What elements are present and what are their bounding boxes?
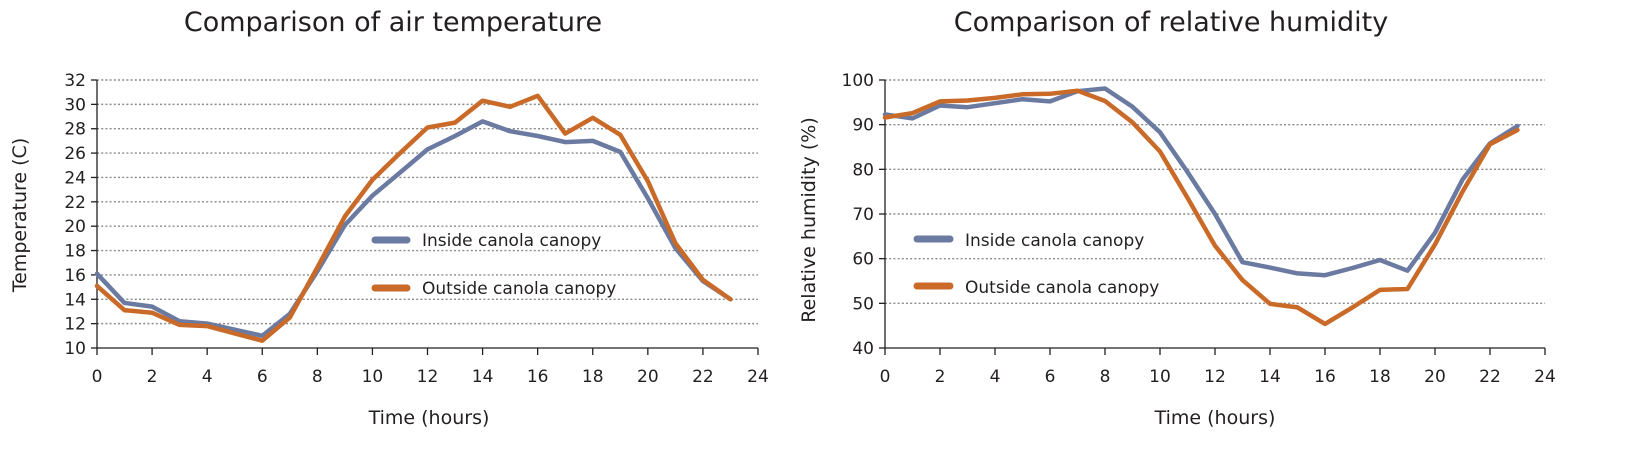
y-tick-label: 100 — [842, 71, 874, 91]
series-line-outside — [94, 93, 733, 343]
x-axis-label: Time (hours) — [1154, 407, 1276, 429]
temperature-chart: Comparison of air temperature 10 12 14 16 18… — [9, 7, 769, 429]
legend-label-inside: Inside canola canopy — [422, 231, 601, 251]
y-axis-label: Temperature (C) — [9, 138, 31, 294]
x-tick-label: 16 — [527, 367, 549, 387]
x-tick-label: 2 — [147, 367, 158, 387]
y-tick-label: 22 — [64, 193, 86, 213]
y-tick-label: 70 — [852, 205, 874, 225]
x-tick-label: 16 — [1314, 367, 1336, 387]
y-tick-label: 50 — [852, 294, 874, 314]
x-tick-label: 8 — [312, 367, 323, 387]
x-tick-label: 6 — [1045, 367, 1056, 387]
series-line-inside — [882, 86, 1520, 278]
chart-title: Comparison of relative humidity — [954, 7, 1389, 38]
y-tick-label: 10 — [64, 339, 86, 359]
x-tick-label: 10 — [362, 367, 384, 387]
x-tick-label: 4 — [990, 367, 1001, 387]
y-axis-label: Relative humidity (%) — [798, 117, 820, 322]
series-line-outside — [882, 88, 1520, 327]
y-tick-label: 20 — [64, 217, 86, 237]
legend: Inside canola canopy Outside canola cano… — [913, 231, 1159, 298]
x-tick-label: 0 — [92, 367, 103, 387]
y-tick-label: 30 — [64, 95, 86, 115]
legend-label-outside: Outside canola canopy — [422, 279, 616, 299]
x-tick-labels: 0 2 4 6 8 10 12 14 16 18 20 22 24 — [880, 348, 1556, 387]
series-lines — [882, 86, 1520, 327]
x-tick-label: 6 — [257, 367, 268, 387]
series-lines — [94, 93, 733, 343]
x-tick-label: 18 — [1369, 367, 1391, 387]
y-tick-label: 28 — [64, 120, 86, 140]
x-tick-label: 24 — [1534, 367, 1556, 387]
x-tick-label: 10 — [1149, 367, 1171, 387]
y-tick-labels: 40 50 60 70 80 90 100 — [842, 71, 885, 359]
x-tick-label: 18 — [582, 367, 604, 387]
y-tick-label: 60 — [852, 250, 874, 270]
x-tick-label: 12 — [1204, 367, 1226, 387]
y-tick-label: 24 — [64, 168, 86, 188]
series-line-inside — [94, 119, 733, 339]
x-tick-label: 8 — [1100, 367, 1111, 387]
x-tick-label: 2 — [935, 367, 946, 387]
x-tick-label: 14 — [472, 367, 494, 387]
y-tick-label: 18 — [64, 242, 86, 262]
x-tick-label: 4 — [202, 367, 213, 387]
x-tick-labels: 0 2 4 6 8 10 12 14 16 18 20 22 24 — [92, 348, 769, 387]
legend: Inside canola canopy Outside canola cano… — [371, 231, 616, 299]
grid-lines — [885, 79, 1545, 305]
y-tick-label: 80 — [852, 160, 874, 180]
x-tick-label: 14 — [1259, 367, 1281, 387]
x-tick-label: 24 — [747, 367, 769, 387]
y-tick-label: 40 — [852, 339, 874, 359]
y-tick-label: 14 — [64, 290, 86, 310]
legend-label-outside: Outside canola canopy — [965, 278, 1159, 298]
y-tick-label: 26 — [64, 144, 86, 164]
humidity-chart: Comparison of relative humidity 40506070… — [798, 7, 1556, 429]
y-tick-label: 32 — [64, 71, 86, 91]
x-tick-label: 0 — [880, 367, 891, 387]
x-tick-label: 22 — [692, 367, 714, 387]
legend-label-inside: Inside canola canopy — [965, 231, 1144, 251]
y-tick-labels: 10 12 14 16 18 20 22 24 26 28 30 32 — [64, 71, 97, 359]
chart-title: Comparison of air temperature — [184, 7, 602, 38]
x-tick-label: 22 — [1479, 367, 1501, 387]
x-tick-label: 12 — [417, 367, 439, 387]
x-axis-label: Time (hours) — [368, 407, 490, 429]
y-tick-label: 90 — [852, 116, 874, 136]
y-tick-label: 12 — [64, 315, 86, 335]
x-tick-label: 20 — [637, 367, 659, 387]
x-tick-label: 20 — [1424, 367, 1446, 387]
y-tick-label: 16 — [64, 266, 86, 286]
